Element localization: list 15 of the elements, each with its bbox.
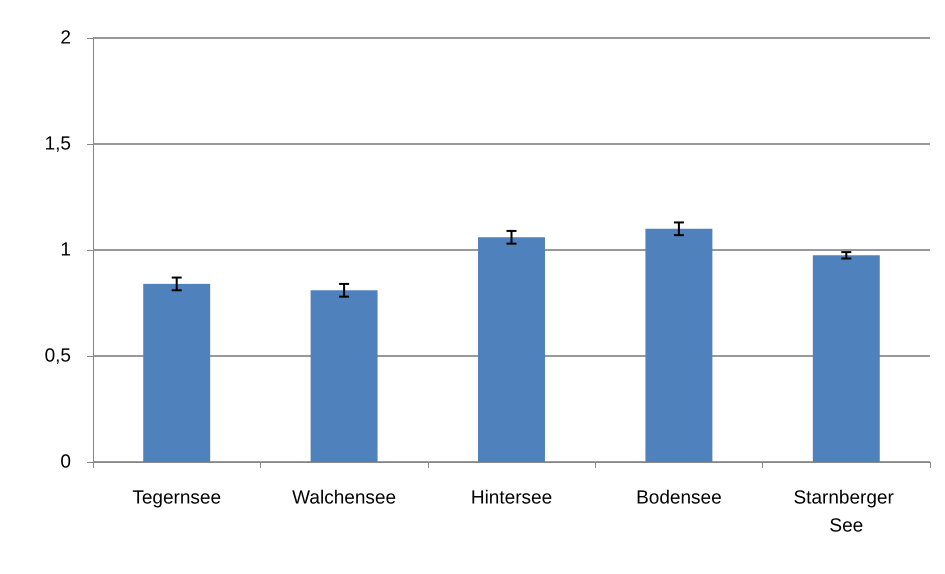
y-tick-label: 0: [60, 452, 71, 472]
y-tick-label: 0,5: [44, 346, 71, 366]
x-tick-label: Tegernsee: [132, 488, 222, 508]
y-tick-label: 1: [60, 240, 71, 260]
bar: [310, 290, 378, 462]
y-tick-label: 1,5: [44, 134, 71, 154]
bar: [645, 228, 712, 462]
bar: [143, 284, 210, 462]
x-tick-label: Bodensee: [636, 488, 722, 508]
x-tick-label: Walchensee: [292, 488, 396, 508]
y-tick-label: 2: [60, 28, 71, 48]
x-tick-label: Hintersee: [470, 488, 552, 508]
bar: [478, 237, 545, 462]
bar: [812, 255, 880, 462]
x-tick-label: Starnberger See: [793, 488, 900, 536]
